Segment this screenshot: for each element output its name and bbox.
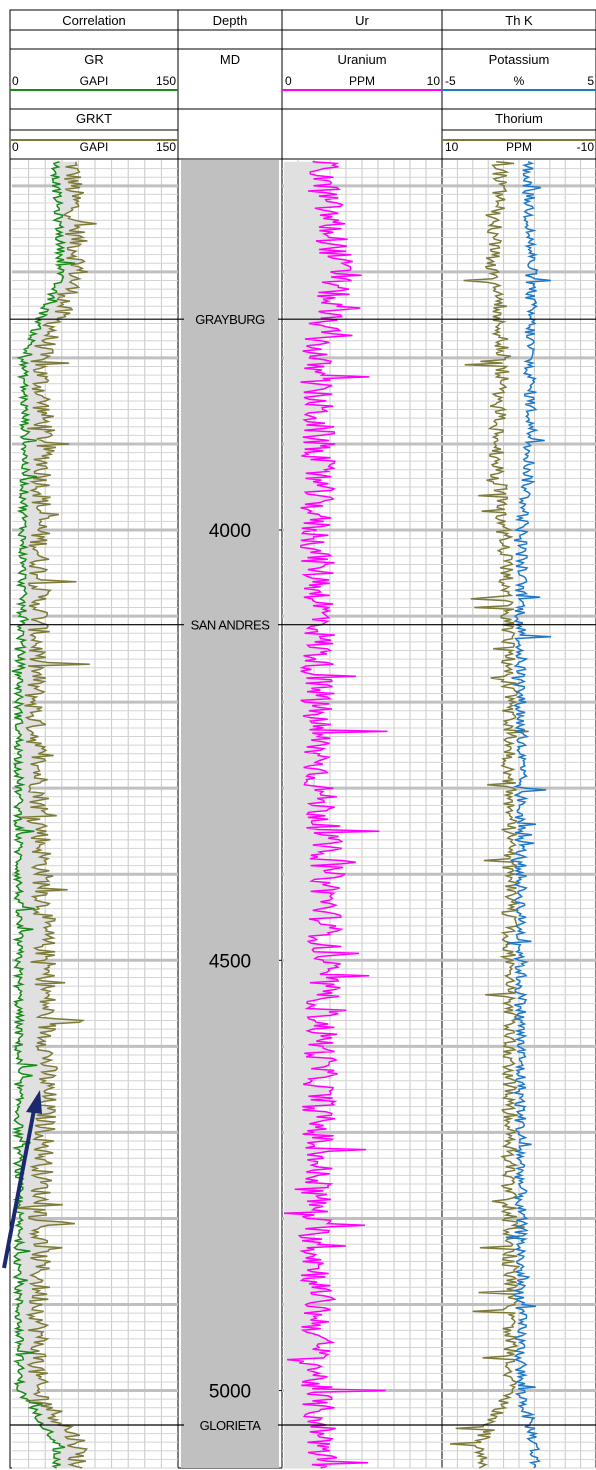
curve-name-k: Potassium xyxy=(489,52,550,67)
depth-tick-label: 5000 xyxy=(209,1382,251,1403)
curve-unit-ur: PPM xyxy=(349,74,375,88)
track-title-correlation: Correlation xyxy=(62,13,126,28)
track-title-thk: Th K xyxy=(505,13,533,28)
formation-top-label: GRAYBURG xyxy=(195,312,265,327)
depth-tick-label: 4000 xyxy=(209,521,251,542)
curve-name-th: Thorium xyxy=(495,111,543,126)
formation-top-label-bg-0 xyxy=(184,311,278,328)
curve-max-grkt: 150 xyxy=(156,140,176,154)
curve-min-th: 10 xyxy=(445,140,459,154)
curve-grkt xyxy=(15,161,97,1469)
formation-tops-layer: GRAYBURG SAN ANDRES GLORIETA xyxy=(10,311,596,1433)
curve-unit-k: % xyxy=(514,74,525,88)
depth-tick-label: 4500 xyxy=(209,951,251,972)
curve-unit-gr: GAPI xyxy=(80,74,109,88)
annotation-arrow xyxy=(2,1090,42,1269)
curve-fill-layer xyxy=(12,161,388,1469)
curve-layer xyxy=(11,160,552,1469)
curve-thorium xyxy=(450,160,529,1469)
curve-gr xyxy=(11,160,76,1469)
curve-name-depth: MD xyxy=(220,52,240,67)
curve-max-k: 5 xyxy=(587,74,594,88)
curve-max-ur: 10 xyxy=(427,74,441,88)
curve-uranium xyxy=(283,160,388,1469)
header-grid xyxy=(10,10,596,1468)
formation-top-label-bg-2 xyxy=(184,1416,278,1433)
depth-labels-layer: 4000 4500 5000 xyxy=(209,521,282,1403)
curve-min-ur: 0 xyxy=(285,74,292,88)
curve-name-ur: Uranium xyxy=(337,52,386,67)
track-title-depth: Depth xyxy=(213,13,248,28)
curve-min-k: -5 xyxy=(445,74,456,88)
ur-fill xyxy=(284,161,388,1469)
curve-name-grkt: GRKT xyxy=(76,111,112,126)
gr-grkt-fill xyxy=(12,161,97,1469)
curve-unit-grkt: GAPI xyxy=(80,140,109,154)
depth-track-band xyxy=(181,160,279,1468)
curve-max-gr: 150 xyxy=(156,74,176,88)
curve-min-grkt: 0 xyxy=(12,140,19,154)
curve-min-gr: 0 xyxy=(12,74,19,88)
curve-max-th: -10 xyxy=(577,140,595,154)
formation-top-label-bg-1 xyxy=(184,616,278,633)
formation-top-label: SAN ANDRES xyxy=(191,618,271,633)
formation-top-label: GLORIETA xyxy=(200,1418,262,1433)
curve-unit-th: PPM xyxy=(506,140,532,154)
track-title-ur: Ur xyxy=(355,13,369,28)
curve-name-gr: GR xyxy=(84,52,104,67)
curve-potassium xyxy=(505,161,552,1469)
